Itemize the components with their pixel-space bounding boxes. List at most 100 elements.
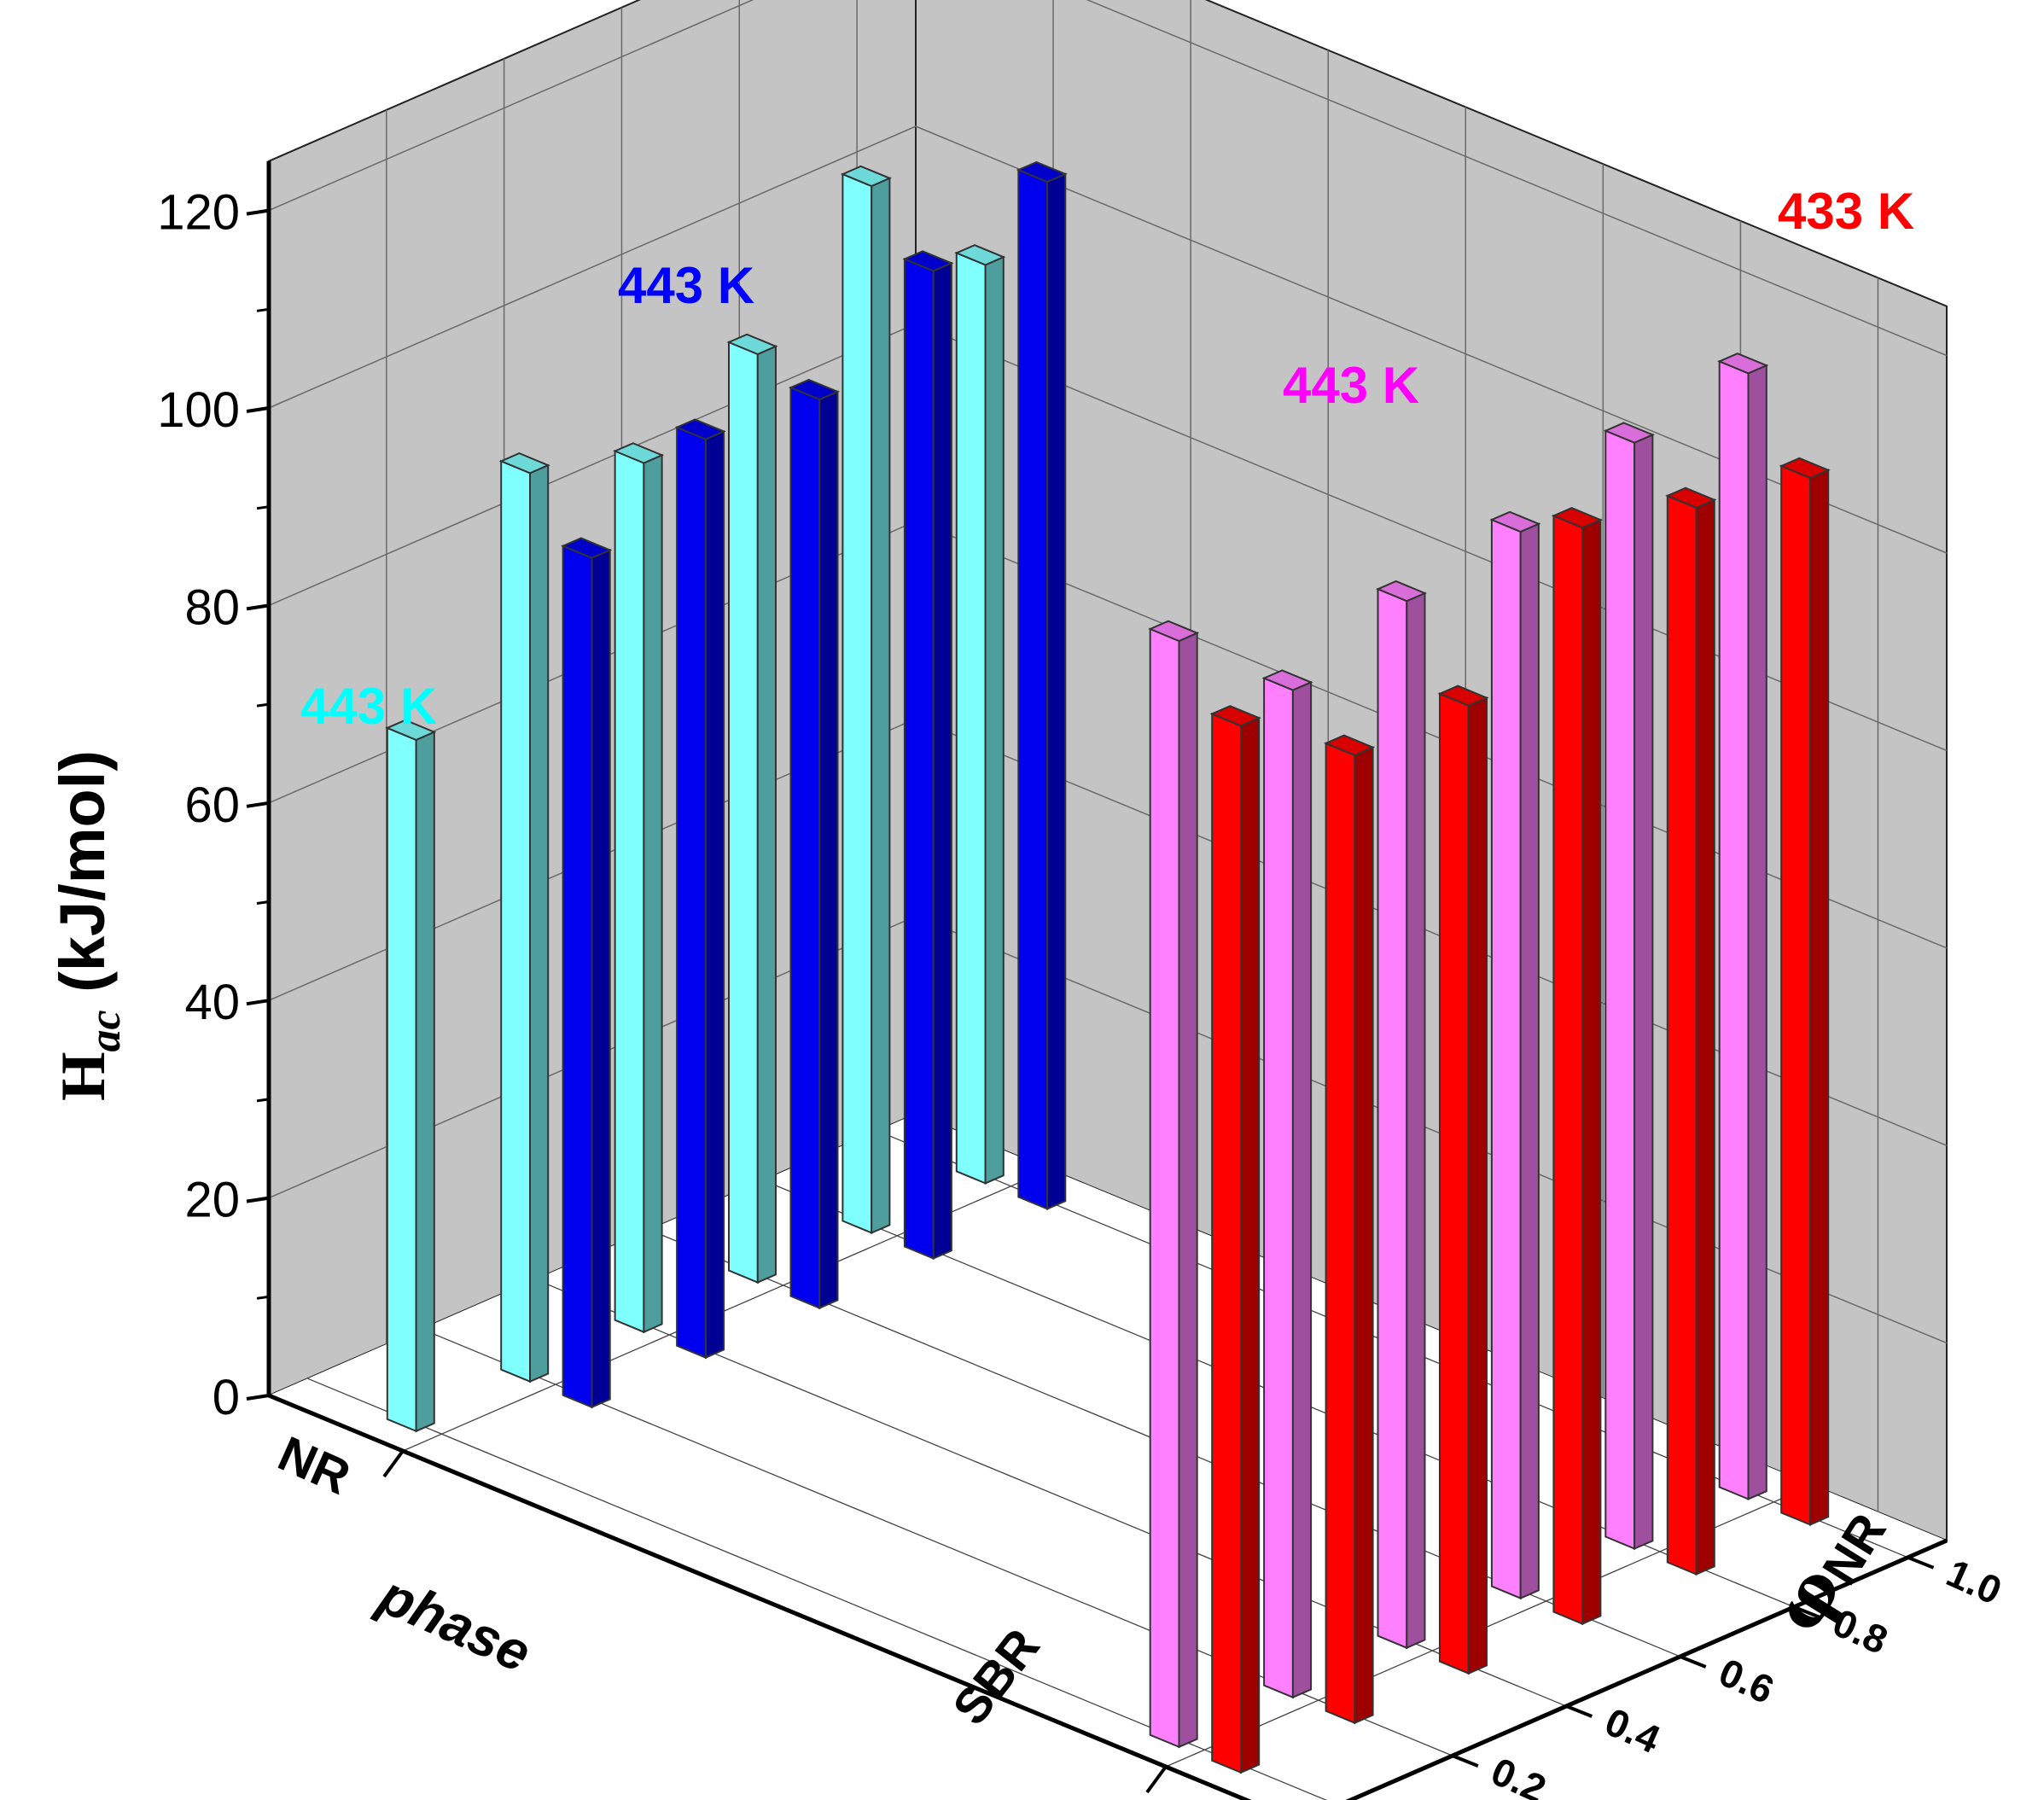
phase-axis-title: phase xyxy=(369,1563,539,1684)
bar-front-face xyxy=(500,459,531,1383)
y-minor-tick xyxy=(256,307,270,312)
bar-top-face xyxy=(1148,620,1200,643)
annotation-blue: 443 K xyxy=(618,257,754,314)
y-minor-tick xyxy=(256,1098,270,1103)
bar-top-face xyxy=(1551,507,1603,529)
bar xyxy=(788,378,841,1310)
bar xyxy=(1209,705,1261,1774)
phi-tick-label: 1.0 xyxy=(1940,1550,2008,1613)
bar xyxy=(1375,580,1428,1650)
bar-front-face xyxy=(1439,692,1470,1675)
y-minor-tick xyxy=(256,900,270,905)
bar-front-face xyxy=(676,426,707,1360)
y-axis-title-rest: (kJ/mol) xyxy=(47,750,118,1010)
bar-side-face xyxy=(1406,591,1426,1650)
bars xyxy=(385,160,1831,1774)
phase-tick xyxy=(382,1449,405,1478)
phi-tick xyxy=(1679,1655,1707,1669)
phi-tick xyxy=(1907,1555,1935,1570)
bar-top-face xyxy=(613,442,665,464)
bar-side-face xyxy=(984,255,1005,1185)
bar-front-face xyxy=(1666,494,1698,1576)
bar-side-face xyxy=(643,453,663,1334)
phi-tick-label: 0.2 xyxy=(1485,1749,1553,1800)
bar xyxy=(1489,510,1541,1600)
bar-front-face xyxy=(1017,168,1049,1210)
y-tick xyxy=(246,406,270,413)
bar-top-face xyxy=(498,452,550,475)
y-tick-label: 40 xyxy=(184,975,240,1030)
bar-front-face xyxy=(1780,464,1811,1526)
bar-side-face xyxy=(818,390,839,1310)
bar-side-face xyxy=(1695,498,1715,1576)
bar-top-face xyxy=(840,165,892,188)
y-minor-tick xyxy=(256,702,270,708)
bar xyxy=(561,537,613,1409)
bar xyxy=(1324,734,1376,1725)
bar-top-face xyxy=(1016,160,1068,183)
bar xyxy=(840,165,892,1235)
phase-tick xyxy=(1145,1765,1168,1794)
bar-top-face xyxy=(1665,486,1717,509)
bar xyxy=(902,250,954,1261)
bar-side-face xyxy=(1291,680,1313,1699)
bar-side-face xyxy=(1178,632,1198,1749)
bar-top-face xyxy=(674,418,726,440)
bar-side-face xyxy=(529,463,550,1383)
y-tick xyxy=(246,999,270,1006)
annotation-cyan: 443 K xyxy=(300,678,437,735)
bar-front-face xyxy=(841,172,873,1234)
bar-front-face xyxy=(562,545,593,1409)
bar-side-face xyxy=(415,731,435,1433)
bar-top-face xyxy=(788,378,841,401)
phase-tick-nr: NR xyxy=(271,1425,358,1505)
bar-top-face xyxy=(1489,510,1541,533)
bar-side-face xyxy=(1046,172,1067,1210)
bar-top-face xyxy=(1779,457,1831,480)
bar-front-face xyxy=(1211,712,1242,1774)
phi-tick xyxy=(1793,1605,1820,1619)
bar xyxy=(1148,620,1200,1749)
y-tick xyxy=(246,1394,270,1401)
phi-tick-label: 0.6 xyxy=(1713,1650,1781,1713)
bar-front-face xyxy=(1718,359,1750,1500)
y-axis-title: Hac (kJ/mol) xyxy=(47,750,130,1101)
bar-side-face xyxy=(1581,518,1602,1626)
y-tick-label: 20 xyxy=(184,1173,240,1228)
bar xyxy=(1603,422,1655,1551)
y-tick-label: 0 xyxy=(213,1370,240,1425)
bar-top-face xyxy=(1717,352,1769,375)
bar-front-face xyxy=(1377,587,1408,1650)
bar-side-face xyxy=(1519,522,1540,1600)
y-minor-tick xyxy=(256,1295,270,1300)
bar xyxy=(954,244,1006,1185)
bar-front-face xyxy=(1149,627,1180,1749)
bar xyxy=(1551,507,1603,1626)
bar-side-face xyxy=(932,261,952,1261)
bar-side-face xyxy=(871,177,891,1235)
bar xyxy=(1665,486,1717,1576)
phi-tick-label: 0.4 xyxy=(1599,1699,1667,1762)
bar-top-face xyxy=(1375,580,1428,603)
bar-front-face xyxy=(903,258,935,1260)
bar xyxy=(1261,669,1313,1699)
bar-top-face xyxy=(1209,705,1261,727)
bar-top-face xyxy=(1603,422,1655,444)
bar xyxy=(385,719,437,1433)
bar-front-face xyxy=(1604,429,1636,1550)
annotation-magenta: 443 K xyxy=(1283,357,1419,414)
y-minor-tick xyxy=(256,505,270,510)
y-tick xyxy=(246,1196,270,1203)
bar-front-face xyxy=(728,341,759,1284)
bar-side-face xyxy=(591,548,611,1409)
y-tick-label: 80 xyxy=(184,580,240,635)
bar-front-face xyxy=(386,726,417,1433)
bar-top-face xyxy=(1437,684,1489,707)
bar xyxy=(498,452,550,1383)
y-tick-label: 120 xyxy=(157,185,240,241)
bar xyxy=(1437,684,1489,1675)
bar-front-face xyxy=(789,386,821,1310)
phase-axis-line xyxy=(268,1393,1252,1800)
bar-side-face xyxy=(1809,469,1830,1526)
bar-front-face xyxy=(1325,742,1356,1725)
